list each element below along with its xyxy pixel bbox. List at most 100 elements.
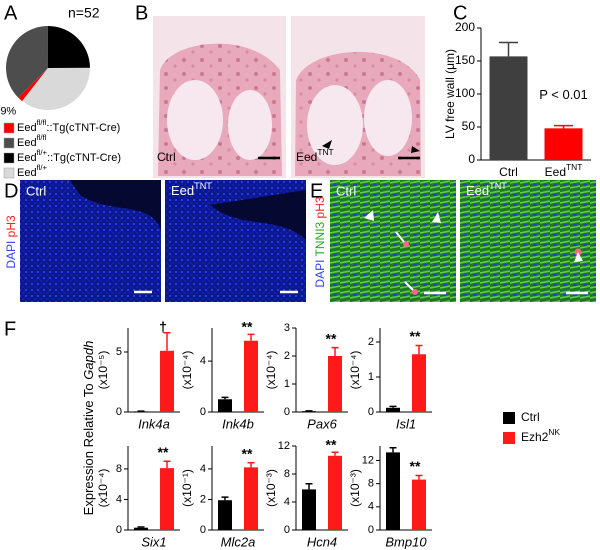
scale-label: (x10⁻⁴) xyxy=(348,351,362,390)
text-part: TNT xyxy=(566,162,582,172)
text-part: fl/+ xyxy=(37,163,48,172)
value-label: 1.9% xyxy=(0,105,16,117)
scale-label: (x10⁻¹) xyxy=(180,469,194,507)
legend-swatch xyxy=(3,167,15,179)
error-bar xyxy=(163,460,171,469)
text-part: fl/+ xyxy=(37,148,48,157)
error-bar xyxy=(331,346,339,356)
y-tick-label: 0 xyxy=(468,152,475,166)
bar xyxy=(544,128,583,160)
micrograph-d xyxy=(20,180,306,302)
annotation: ** xyxy=(410,458,421,474)
y-tick-label: 0 xyxy=(284,524,290,536)
text-part: Eed xyxy=(17,122,37,134)
legend-swatch xyxy=(503,432,515,444)
panel-letter: A xyxy=(4,2,18,24)
legend-swatch xyxy=(3,152,15,164)
error-bar xyxy=(247,333,255,341)
y-tick-label: 100 xyxy=(455,86,475,100)
text-part: pH3 xyxy=(4,215,18,237)
y-axis-label: LV free wall (μm) xyxy=(443,49,457,139)
y-tick-label: 0 xyxy=(200,524,206,536)
annotation: ** xyxy=(158,444,169,460)
error-bar xyxy=(221,496,229,501)
text-part: Expression Relative To xyxy=(81,380,96,516)
y-tick-label: 4 xyxy=(200,463,206,475)
y-tick-label: 5 xyxy=(116,346,122,358)
bar xyxy=(218,399,232,412)
y-tick-label: 8 xyxy=(368,478,374,490)
error-bar xyxy=(247,462,255,468)
text-part: pH3 xyxy=(313,196,327,218)
text-part: TNT xyxy=(194,181,212,191)
panel-letter: D xyxy=(4,180,18,202)
y-tick-label: 0 xyxy=(200,406,206,418)
error-bar xyxy=(554,124,573,129)
error-bar xyxy=(305,483,313,490)
scale-label: (x10⁻⁵) xyxy=(96,351,110,390)
scale-label: (x10⁻³) xyxy=(348,469,362,507)
annotation: † xyxy=(159,319,167,335)
text-part: ::Tg(cTNT-Cre) xyxy=(47,152,121,164)
micrograph-e xyxy=(330,180,596,302)
y-tick-label: 1 xyxy=(368,371,374,383)
bar xyxy=(244,467,258,530)
bar xyxy=(218,500,232,530)
text-part: Eed xyxy=(17,137,37,149)
error-bar xyxy=(331,451,339,456)
y-tick-label: 2 xyxy=(368,336,374,348)
text-part: ::Tg(cTNT-Cre) xyxy=(46,122,120,134)
y-tick-label: 4 xyxy=(200,355,206,367)
text-part: Eed xyxy=(17,167,37,179)
image-label: Ctrl xyxy=(157,150,176,164)
y-tick-label: 1 xyxy=(284,378,290,390)
image-label: EedTNT xyxy=(171,181,212,198)
bar xyxy=(489,56,528,160)
bar xyxy=(160,468,174,530)
error-bar xyxy=(389,405,397,408)
y-tick-label: 0 xyxy=(116,406,122,418)
gene-label: Bmp10 xyxy=(385,534,427,549)
bar xyxy=(244,340,258,412)
error-bar xyxy=(163,332,171,351)
text-part: TNT xyxy=(489,181,507,191)
micrograph-b xyxy=(153,16,425,178)
image-label: EedTNT xyxy=(466,181,507,198)
panel-letter: F xyxy=(4,318,16,340)
text-part: Ezh2 xyxy=(521,430,549,444)
annotation: ** xyxy=(242,319,253,335)
y-tick-label: 0 xyxy=(284,406,290,418)
y-tick-label: 0 xyxy=(368,524,374,536)
text-part: TNT xyxy=(317,147,333,157)
panel-letter: B xyxy=(135,2,148,24)
annotation: ** xyxy=(410,328,421,344)
text-part: Eed xyxy=(466,183,489,198)
bar xyxy=(328,356,342,412)
image-label: EedTNT xyxy=(296,147,334,164)
text-part: NK xyxy=(548,427,560,437)
y-tick-label: 50 xyxy=(462,119,476,133)
bar xyxy=(386,452,400,530)
y-tick-label: 12 xyxy=(278,440,290,452)
bar xyxy=(412,479,426,530)
bar xyxy=(302,489,316,530)
scale-label: (x10⁻⁴) xyxy=(96,469,110,508)
y-tick-label: 4 xyxy=(284,496,290,508)
error-bar xyxy=(415,474,423,480)
y-tick-label: 200 xyxy=(455,20,475,34)
pie-slice xyxy=(18,68,48,102)
bar xyxy=(134,527,148,530)
legend-label: Ctrl xyxy=(521,410,540,424)
bar xyxy=(386,407,400,412)
bar xyxy=(160,350,174,412)
y-tick-label: 2 xyxy=(284,350,290,362)
scale-label: (x10⁻³) xyxy=(264,469,278,507)
text-part: DAPI xyxy=(4,237,18,268)
x-tick-label: EedTNT xyxy=(545,162,583,179)
pie-slice xyxy=(22,67,91,110)
text-part: Eed xyxy=(545,165,566,179)
y-tick-label: 8 xyxy=(116,463,122,475)
y-tick-label: 2 xyxy=(200,493,206,505)
text-part: Eed xyxy=(17,152,37,164)
